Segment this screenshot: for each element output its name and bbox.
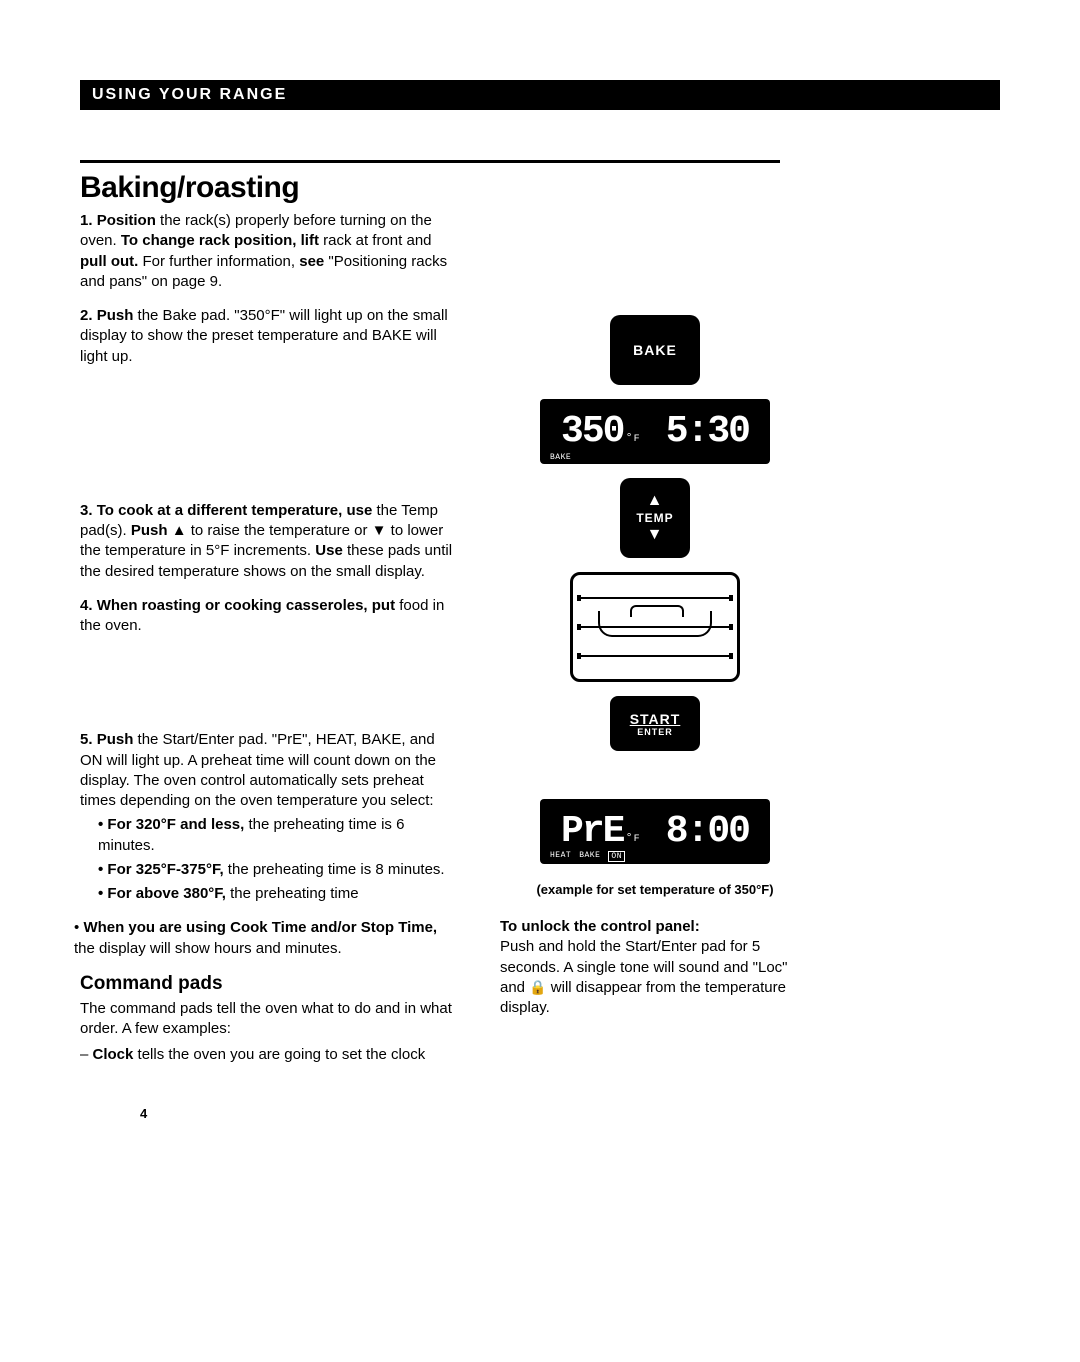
temp-down-icon: ▼ — [647, 527, 664, 543]
start-label: START — [630, 711, 681, 727]
t: see — [299, 253, 324, 270]
step-num: 1. — [80, 212, 93, 229]
step-lead: Push — [97, 307, 134, 324]
bake-pad-label: BAKE — [633, 342, 677, 358]
step-num: 2. — [80, 307, 93, 324]
temp-pad[interactable]: ▲ TEMP ▼ — [620, 478, 690, 558]
page-number: 4 — [140, 1106, 1000, 1121]
display-350: 350 ° F 5:30 BAKE — [540, 399, 770, 464]
step-lead: Position — [97, 212, 156, 229]
section-banner: USING YOUR RANGE — [80, 80, 1000, 110]
instructions-column: 1. Position the rack(s) properly before … — [80, 211, 460, 1066]
t: to raise the temperature or — [187, 522, 372, 539]
step-lead: Push — [97, 731, 134, 748]
t: Push ▲ — [131, 522, 187, 539]
display-pre: PrE ° F 8:00 HEAT BAKE ON — [540, 799, 770, 864]
lcd-sub-labels: HEAT BAKE ON — [550, 851, 625, 862]
step-num: 5. — [80, 731, 93, 748]
t: For 320°F and less, — [107, 816, 244, 833]
oven-rack — [579, 655, 731, 657]
title-rule — [80, 160, 780, 163]
lcd-label-on: ON — [608, 851, 625, 862]
temp-up-icon: ▲ — [647, 493, 664, 509]
command-pads-intro: The command pads tell the oven what to d… — [80, 999, 460, 1040]
lcd-label-heat: HEAT — [550, 851, 571, 862]
t: For 325°F-375°F, — [107, 861, 223, 878]
step-num: 3. — [80, 502, 93, 519]
oven-rack — [579, 597, 731, 599]
lcd-temp: 350 — [561, 410, 623, 453]
content-columns: 1. Position the rack(s) properly before … — [80, 211, 1000, 1066]
bullet: For 320°F and less, the preheating time … — [98, 815, 460, 856]
enter-label: ENTER — [637, 727, 673, 737]
lcd-unit: F — [634, 834, 640, 845]
oven-diagram — [570, 572, 740, 682]
lock-icon: 🔒 — [529, 979, 546, 995]
step-lead: When you are using Cook Time and/or Stop… — [83, 919, 437, 936]
bullet: • — [74, 919, 79, 936]
t: pull out. — [80, 253, 138, 270]
t: the Start/Enter pad. "PrE", HEAT, BAKE, … — [80, 731, 436, 809]
unlock-note: To unlock the control panel: Push and ho… — [500, 917, 810, 1018]
lcd-label-bake: BAKE — [579, 851, 600, 862]
temp-pad-label: TEMP — [636, 511, 673, 525]
lcd-unit: F — [634, 434, 640, 445]
page-title: Baking/roasting — [80, 171, 1000, 205]
command-clock-line: – Clock tells the oven you are going to … — [80, 1045, 460, 1065]
t: the display will show hours and minutes. — [74, 940, 342, 957]
casserole-dish-icon — [598, 611, 712, 637]
lcd-label-bake: BAKE — [550, 453, 571, 462]
step-4: 4. When roasting or cooking casseroles, … — [80, 596, 460, 637]
lcd-deg: ° — [625, 431, 632, 445]
steps-list: 1. Position the rack(s) properly before … — [80, 211, 460, 959]
lcd-pre: PrE — [561, 810, 623, 853]
step-lead: To cook at a different temperature, use — [97, 502, 373, 519]
step-lead: When roasting or cooking casseroles, put — [97, 597, 395, 614]
step-num: 4. — [80, 597, 93, 614]
lcd-sub-labels: BAKE — [550, 453, 571, 462]
t: For further information, — [138, 253, 299, 270]
start-enter-pad[interactable]: START ENTER — [610, 696, 700, 751]
step-1: 1. Position the rack(s) properly before … — [80, 211, 460, 292]
spacer — [80, 650, 460, 730]
example-caption: (example for set temperature of 350°F) — [536, 882, 773, 897]
dash: – — [80, 1046, 88, 1063]
lcd-time: 5:30 — [666, 410, 749, 453]
step-cooktime-note: • When you are using Cook Time and/or St… — [74, 918, 460, 959]
lcd-deg: ° — [625, 831, 632, 845]
unlock-heading: To unlock the control panel: — [500, 918, 700, 935]
t: the preheating time is 8 minutes. — [224, 861, 445, 878]
t: To change rack position, lift — [121, 232, 319, 249]
t: Clock — [93, 1046, 134, 1063]
spacer — [80, 381, 460, 501]
bullet: For above 380°F, the preheating time — [98, 884, 460, 904]
bullet: For 325°F-375°F, the preheating time is … — [98, 860, 460, 880]
illustration-column: BAKE 350 ° F 5:30 BAKE ▲ TEMP ▼ — [490, 211, 820, 1066]
t: the Bake pad. "350°F" will light up on t… — [80, 307, 448, 365]
step-5: 5. Push the Start/Enter pad. "PrE", HEAT… — [80, 730, 460, 904]
t: tells the oven you are going to set the … — [133, 1046, 425, 1063]
bake-pad[interactable]: BAKE — [610, 315, 700, 385]
command-pads-heading: Command pads — [80, 973, 460, 995]
page: USING YOUR RANGE Baking/roasting 1. Posi… — [0, 0, 1080, 1161]
step-3: 3. To cook at a different temperature, u… — [80, 501, 460, 582]
t: ▼ — [372, 522, 387, 539]
t: rack at front and — [319, 232, 432, 249]
t: the preheating time — [226, 885, 359, 902]
t: For above 380°F, — [107, 885, 226, 902]
preheat-bullets: For 320°F and less, the preheating time … — [80, 815, 460, 904]
lcd-pretime: 8:00 — [666, 810, 749, 853]
step-2: 2. Push the Bake pad. "350°F" will light… — [80, 306, 460, 367]
t: Use — [315, 542, 343, 559]
